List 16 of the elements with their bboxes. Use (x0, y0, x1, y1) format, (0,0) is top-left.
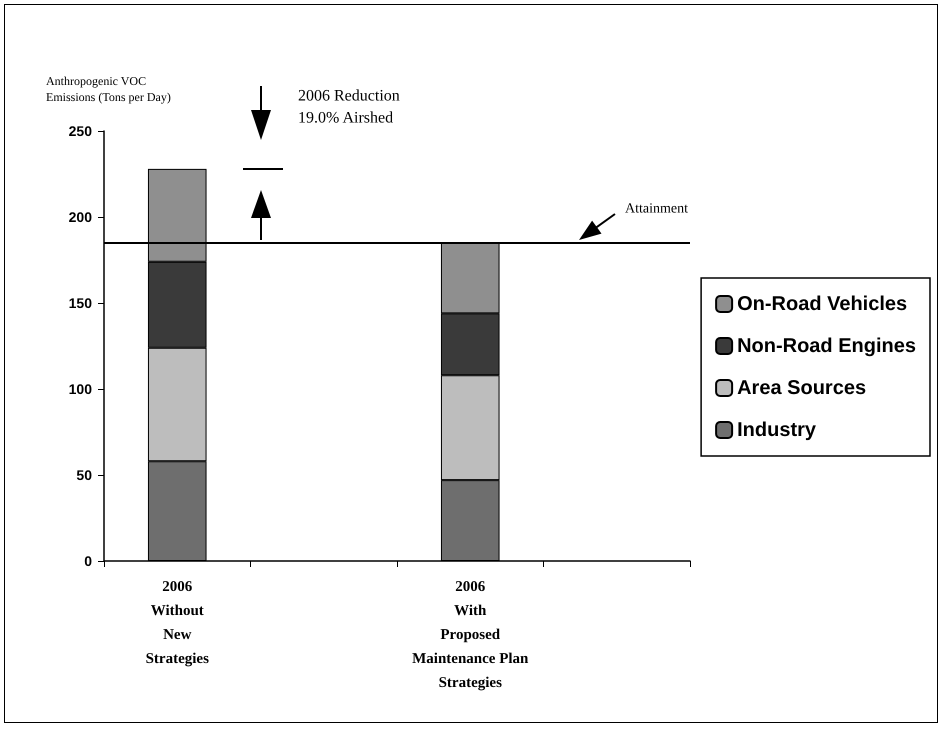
x-tick-label: 2006 Without New Strategies (146, 579, 210, 667)
text: 19.0% Airshed (298, 110, 394, 126)
legend-label: On-Road Vehicles (737, 293, 908, 315)
y-tick-label: 150 (68, 295, 92, 311)
x-tick-label: 2006 With Proposed Maintenance Plan Strategies (412, 579, 530, 691)
legend-label: Industry (737, 419, 817, 441)
y-tick-label: 250 (68, 123, 92, 139)
y-tick-label: 50 (76, 467, 92, 483)
text: 2006 Reduction (298, 88, 400, 104)
legend-label: Area Sources (737, 377, 866, 399)
y-tick-label: 200 (68, 209, 92, 225)
ref-line-label: Attainment (625, 201, 688, 216)
y-tick-label: 0 (84, 553, 92, 569)
y-tick-label: 100 (68, 381, 92, 397)
y-axis-title: Anthropogenic VOC Emissions (Tons per Day) (46, 74, 171, 104)
legend-label: Non-Road Engines (737, 335, 916, 357)
